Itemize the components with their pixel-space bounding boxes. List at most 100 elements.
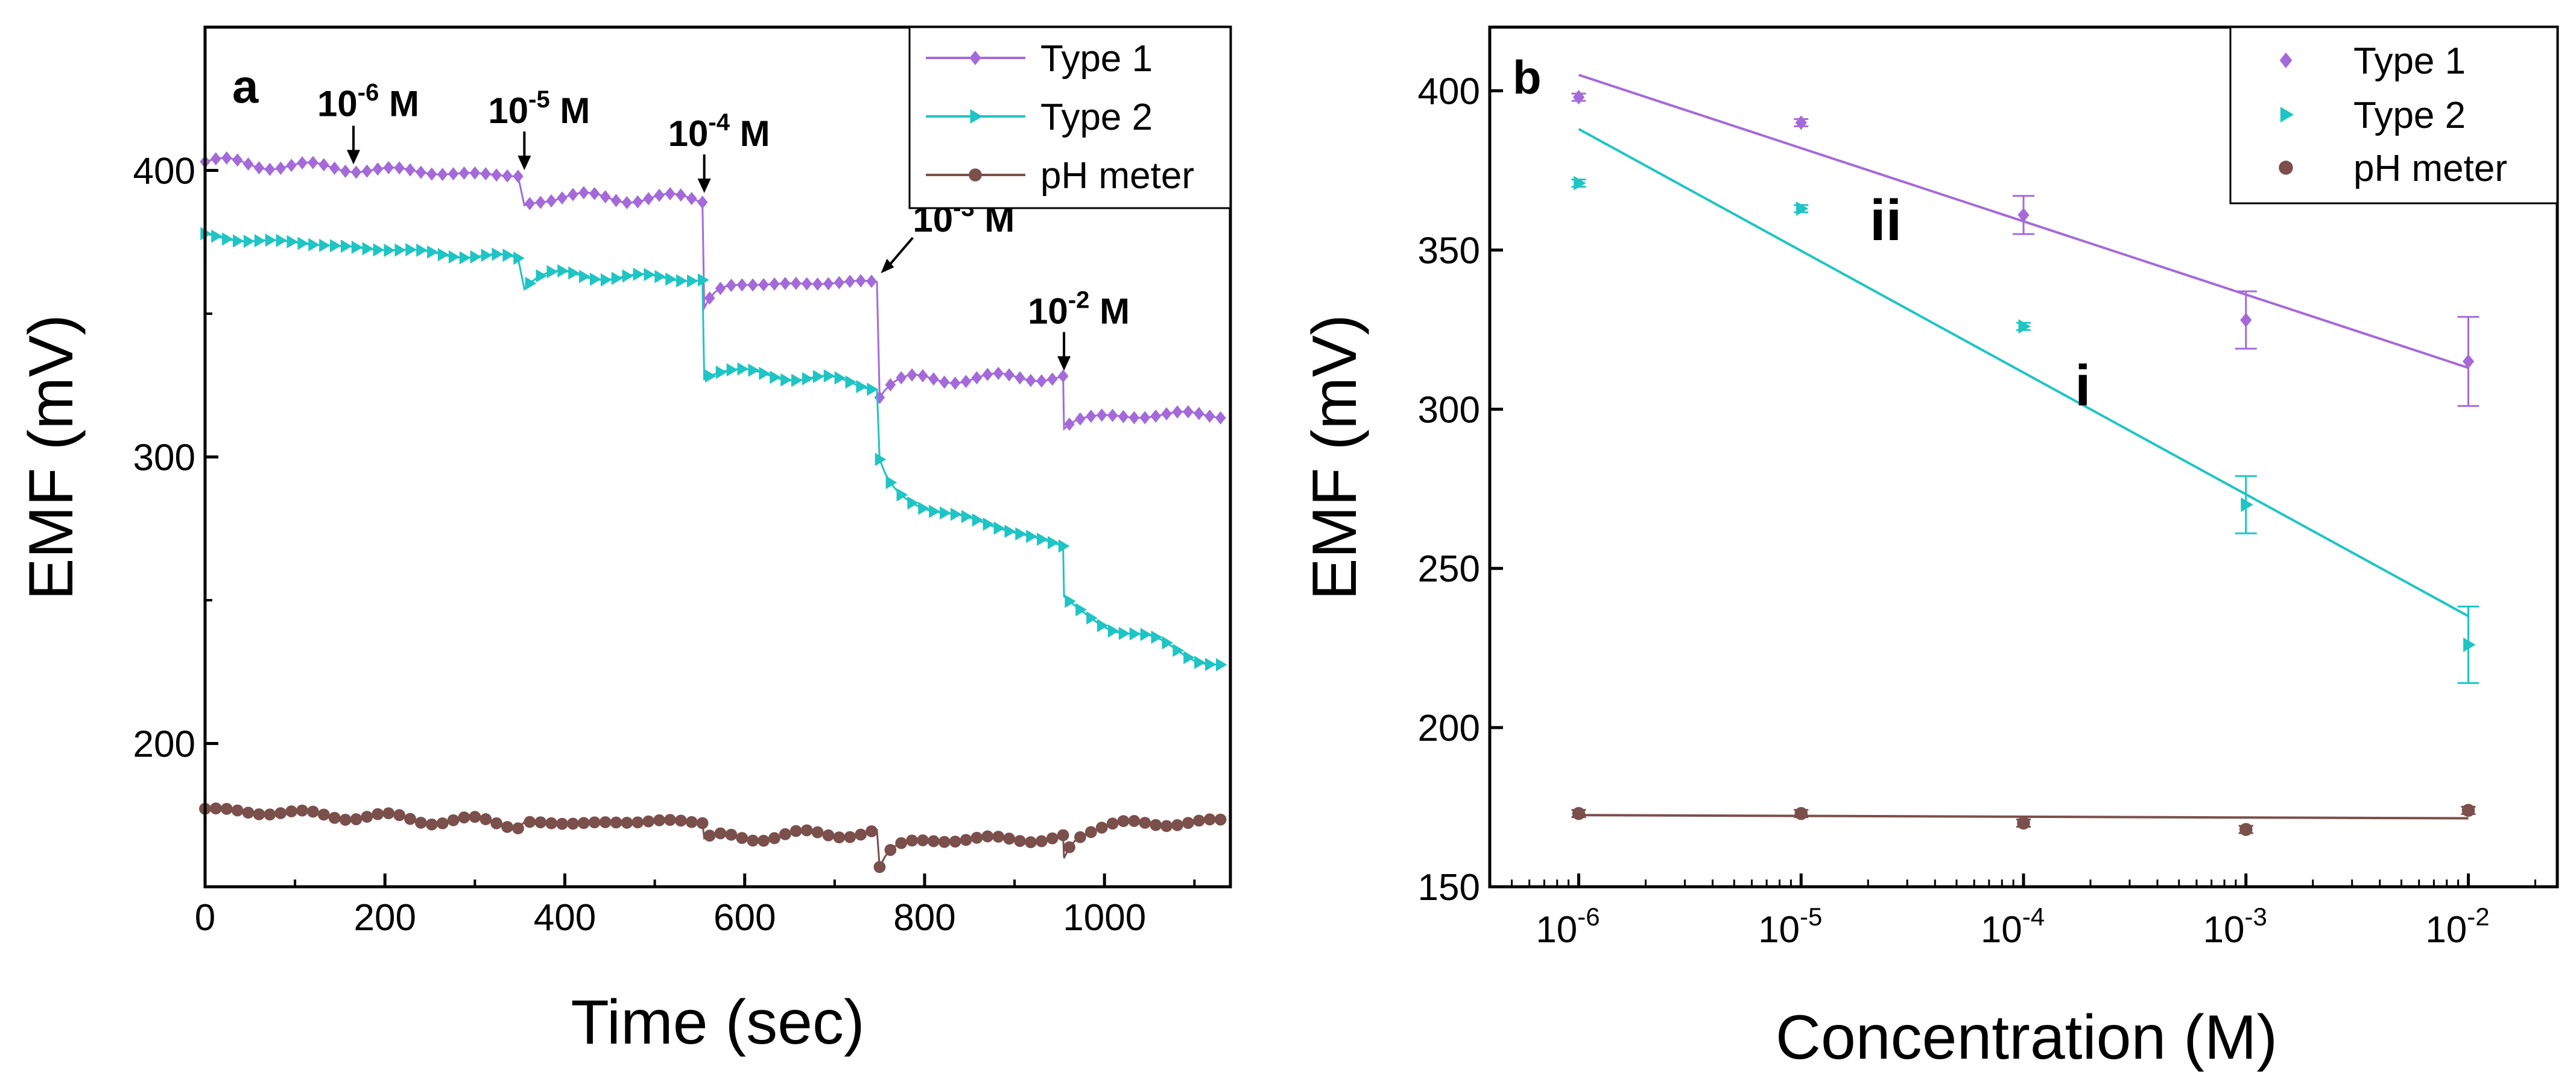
data-point <box>492 247 504 261</box>
data-point <box>588 816 601 829</box>
data-point <box>1171 819 1183 831</box>
data-point <box>633 267 645 281</box>
data-point <box>340 164 351 178</box>
data-point <box>631 816 644 829</box>
data-point <box>1097 618 1109 632</box>
annotation-arrowhead <box>697 179 711 193</box>
data-point <box>993 521 1005 535</box>
data-point <box>918 501 929 515</box>
data-point <box>394 243 407 257</box>
data-point <box>1075 603 1087 617</box>
data-point <box>2240 312 2252 328</box>
data-point <box>1796 201 1809 216</box>
x-tick-label: 10-5 <box>1758 902 1822 951</box>
legend-marker <box>2279 160 2293 175</box>
data-point <box>1057 829 1069 842</box>
annotation-label: 10-4 M <box>668 109 770 154</box>
data-point <box>436 817 449 829</box>
data-point <box>221 151 232 165</box>
data-point <box>622 269 634 283</box>
data-point <box>822 829 835 842</box>
data-point <box>611 271 623 285</box>
panel-a-series <box>199 151 1227 873</box>
data-point <box>1086 611 1098 625</box>
y-tick-label: 300 <box>133 437 195 479</box>
x-tick-label: 200 <box>354 897 416 939</box>
data-point <box>545 817 558 829</box>
data-point <box>768 832 780 845</box>
panel-a-legend: Type 1 Type 2 pH meter <box>908 26 1232 209</box>
data-point <box>610 816 622 829</box>
data-point <box>1075 412 1086 426</box>
data-point <box>480 167 492 181</box>
data-point <box>448 250 460 264</box>
data-point <box>264 162 276 176</box>
data-point <box>1064 417 1075 431</box>
data-point <box>579 270 590 284</box>
data-point <box>715 282 726 296</box>
data-point <box>960 834 972 846</box>
data-point <box>1183 405 1194 419</box>
data-point <box>458 166 470 180</box>
legend-a-type1-label: Type 1 <box>1040 38 1153 80</box>
concentration-annotation: 10-5 M <box>488 86 590 170</box>
fit-line <box>1578 128 2469 618</box>
data-point <box>885 475 897 489</box>
series-type-1 <box>200 151 1226 431</box>
data-point <box>536 269 548 283</box>
data-point <box>1035 835 1048 848</box>
legend-marker <box>2279 52 2293 68</box>
curve-label-ii: ii <box>1870 188 1902 253</box>
data-point <box>382 807 395 820</box>
data-point <box>1161 407 1172 420</box>
data-point <box>1192 814 1205 827</box>
y-tick-label: 150 <box>1418 867 1480 908</box>
data-point <box>1086 410 1097 423</box>
data-point <box>286 235 299 249</box>
data-point <box>350 165 362 179</box>
legend-marker <box>969 168 982 182</box>
data-point <box>1162 636 1174 650</box>
data-point <box>265 233 277 247</box>
data-point <box>644 268 656 282</box>
data-point <box>211 229 223 243</box>
concentration-annotation: 10-4 M <box>668 109 770 193</box>
data-point <box>1003 832 1016 845</box>
data-point <box>274 807 287 819</box>
data-point <box>938 835 951 848</box>
data-point <box>834 371 846 385</box>
concentration-annotation: 10-2 M <box>1028 287 1130 371</box>
data-point <box>867 382 878 396</box>
data-point <box>1205 658 1217 671</box>
data-point <box>992 831 1005 843</box>
x-tick-label: 10-4 <box>1981 902 2045 951</box>
panel-a: 10-6 M10-5 M10-4 M10-3 M10-2 M 020040060… <box>16 25 1232 1057</box>
data-point <box>469 811 481 823</box>
data-point <box>1107 624 1119 638</box>
data-point <box>906 834 919 847</box>
data-point <box>971 371 983 385</box>
data-point <box>1014 835 1026 848</box>
y-tick-label: 300 <box>1418 389 1480 431</box>
x-tick-label: 600 <box>714 897 776 939</box>
annotation-label: 10-2 M <box>1028 287 1130 332</box>
annotation-arrowhead <box>347 150 361 165</box>
data-point <box>1215 411 1226 425</box>
data-point <box>917 834 929 846</box>
concentration-annotation: 10-6 M <box>317 80 419 165</box>
data-point <box>276 233 288 247</box>
data-point <box>426 167 437 181</box>
data-point <box>232 153 243 167</box>
data-point <box>1026 530 1037 544</box>
data-point <box>800 824 813 837</box>
data-point <box>747 834 759 847</box>
data-point <box>297 236 309 250</box>
data-point <box>1128 411 1140 425</box>
data-point <box>1151 630 1163 644</box>
data-point <box>479 813 492 825</box>
data-point <box>2463 637 2476 652</box>
series-type-2 <box>1571 128 2479 684</box>
data-point <box>393 809 406 822</box>
data-point <box>970 831 983 844</box>
data-point <box>779 828 791 840</box>
